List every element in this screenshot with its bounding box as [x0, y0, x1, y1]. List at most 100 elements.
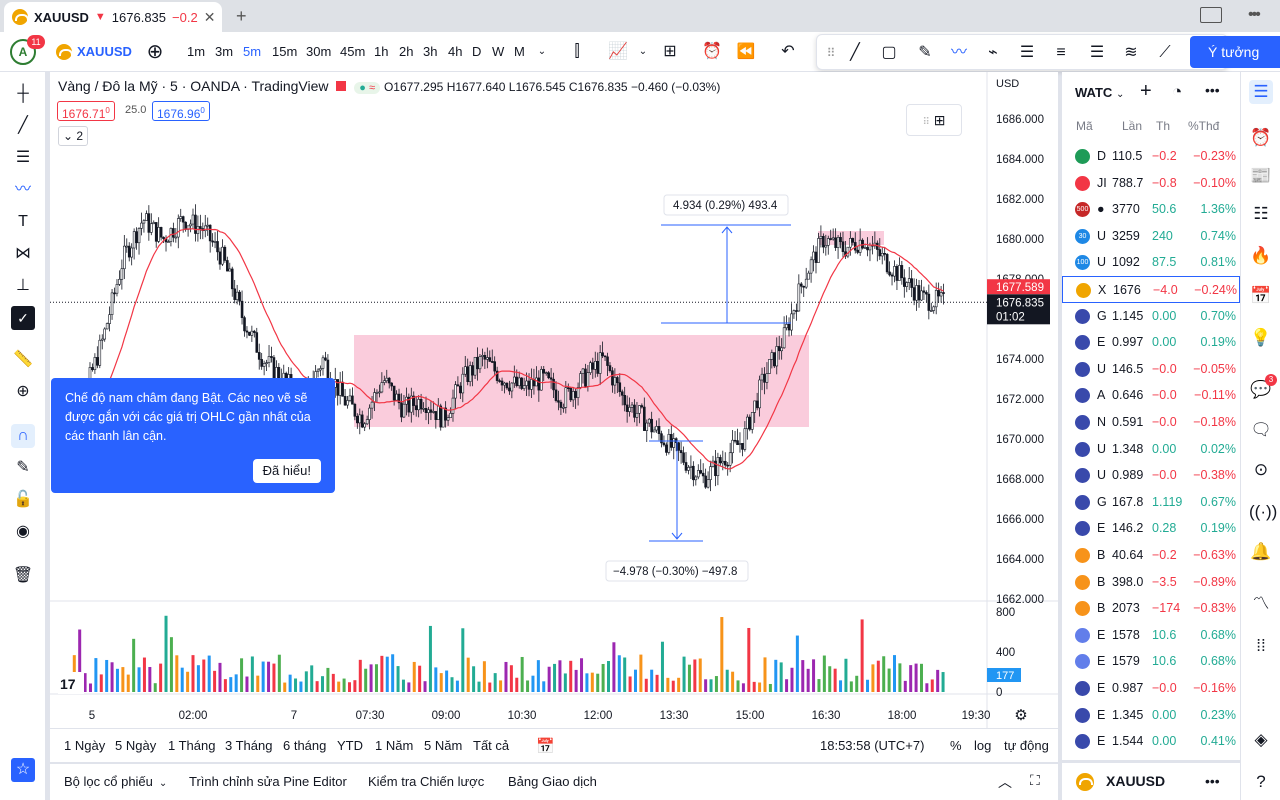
flag-icon[interactable] [336, 81, 347, 91]
interval-3m[interactable]: 3m [215, 44, 234, 59]
magnet-icon[interactable]: ∩ [11, 424, 35, 448]
interval-2h[interactable]: 2h [399, 44, 414, 59]
fib-tool-icon[interactable]: ☰ [1019, 44, 1035, 61]
range-button[interactable]: Tất cả [473, 738, 510, 753]
watchlist-row[interactable]: B 398.0 −3.5 −0.89% [1062, 569, 1240, 596]
parallel-channel-icon[interactable]: ≡ [1056, 44, 1066, 61]
watchlist-row[interactable]: E 0.987 −0.0 −0.16% [1062, 675, 1240, 702]
hotlist-icon[interactable]: 🔥 [1250, 246, 1272, 265]
interval-4h[interactable]: 4h [448, 44, 463, 59]
watchlist-row[interactable]: E 1578 10.6 0.68% [1062, 622, 1240, 649]
watchlist-row[interactable]: A 0.646 −0.0 −0.11% [1062, 382, 1240, 409]
brush-tool-icon[interactable]: ✎ [918, 44, 932, 61]
watchlist-header[interactable]: Lần [1122, 119, 1143, 133]
range-button[interactable]: 1 Tháng [168, 738, 216, 753]
watchlist-row[interactable]: G 1.145 0.00 0.70% [1062, 303, 1240, 330]
fib-retracement-icon[interactable]: ☰ [15, 149, 31, 166]
order-panel-icon[interactable]: 〽 [1252, 594, 1270, 613]
candles-type-icon[interactable]: ⫿ [574, 43, 580, 60]
compare-plus-icon[interactable]: ⊕ [146, 41, 164, 63]
watchlist-row[interactable]: N 0.591 −0.0 −0.18% [1062, 409, 1240, 436]
watchlist-row[interactable]: G 167.8 1.119 0.67% [1062, 489, 1240, 516]
watchlist-row[interactable]: B 40.64 −0.2 −0.63% [1062, 542, 1240, 569]
bottom-tab[interactable]: Bảng Giao dịch [508, 774, 597, 789]
watchlist-row[interactable]: 30 U 3259 240 0.74% [1062, 223, 1240, 250]
watchlist-row[interactable]: U 0.989 −0.0 −0.38% [1062, 462, 1240, 489]
news-icon[interactable]: 📰 [1250, 166, 1272, 185]
streams-icon[interactable]: ⊙ [1253, 460, 1269, 479]
buy-price-box[interactable]: 1676.960 [152, 101, 210, 121]
new-tab-icon[interactable]: + [236, 6, 247, 26]
trash-icon[interactable]: 🗑 [12, 567, 34, 584]
tv-logo-box[interactable] [58, 672, 84, 694]
interval-D[interactable]: D [472, 44, 482, 59]
legend-title[interactable]: Vàng / Đô la Mỹ · 5 · OANDA · TradingVie… [58, 78, 329, 94]
zoom-in-icon[interactable]: ⊕ [16, 383, 30, 400]
broadcast-icon[interactable]: ((·)) [1249, 502, 1278, 521]
window-layout-icon[interactable] [1200, 7, 1222, 23]
path-tool-icon[interactable]: 〰 [950, 44, 967, 61]
watchlist-row[interactable]: E 1.544 0.00 0.41% [1062, 728, 1240, 755]
watchlist-row[interactable]: E 0.997 0.00 0.19% [1062, 329, 1240, 356]
date-range-icon[interactable]: 📅 [536, 738, 555, 755]
range-button[interactable]: YTD [337, 738, 363, 753]
stay-drawing-icon[interactable]: ✎ [16, 459, 30, 476]
drag-handle-icon[interactable]: ⠿ [922, 117, 930, 128]
ideas-icon[interactable]: 💡 [1250, 328, 1272, 347]
range-button[interactable]: 5 Năm [424, 738, 463, 753]
watchlist-row[interactable]: E 146.2 0.28 0.19% [1062, 515, 1240, 542]
watchlist-header[interactable]: Mã [1076, 119, 1093, 133]
dom-icon[interactable]: ⁞⁞ [1256, 636, 1266, 655]
xabcd-icon[interactable]: ⋈ [15, 245, 31, 262]
messages-icon[interactable]: 🗨 [1250, 420, 1272, 439]
watchlist-more-icon[interactable]: ••• [1205, 82, 1220, 98]
watchlist-row[interactable]: U 1.348 0.00 0.02% [1062, 436, 1240, 463]
watchlist-row[interactable]: E 1579 10.6 0.68% [1062, 648, 1240, 675]
layout-grid-icon[interactable]: ⊞ [663, 43, 677, 60]
percent-toggle[interactable]: % [950, 738, 962, 753]
interval-15m[interactable]: 15m [272, 44, 298, 59]
range-button[interactable]: 1 Ngày [64, 738, 106, 753]
interval-dropdown-icon[interactable]: ⌄ [537, 46, 547, 57]
tradingview-logo-icon[interactable]: 17 [60, 676, 76, 692]
undo-icon[interactable]: ↶ [781, 43, 795, 60]
browser-tab[interactable]: XAUUSD ▼ 1676.835 −0.2 ✕ [4, 2, 222, 32]
indicators-dropdown-icon[interactable]: ⌄ [638, 46, 648, 57]
symbol-details-header[interactable]: XAUUSD ••• [1062, 762, 1240, 800]
watchlist-row[interactable]: D 110.5 −0.2 −0.23% [1062, 143, 1240, 170]
rectangle-tool-icon[interactable]: ▢ [881, 44, 897, 61]
watchlist-row[interactable]: JI 788.7 −0.8 −0.10% [1062, 170, 1240, 197]
interval-M[interactable]: M [514, 44, 525, 59]
lock-icon[interactable]: 🔓 [13, 491, 33, 508]
replay-icon[interactable]: ⏪ [736, 43, 756, 60]
interval-5m[interactable]: 5m [243, 44, 262, 59]
chart-settings-icon[interactable]: ⚙ [1014, 706, 1027, 724]
watchlist-row[interactable]: U 146.5 −0.0 −0.05% [1062, 356, 1240, 383]
close-tab-icon[interactable]: ✕ [203, 8, 216, 25]
market-status-icon[interactable]: ● ≈ [354, 82, 381, 94]
widget-bar[interactable]: ⠿ ⊞ [906, 104, 962, 136]
watchlist-row[interactable]: B 2073 −174 −0.83% [1062, 595, 1240, 622]
auto-toggle[interactable]: tự động [1004, 738, 1049, 753]
collapse-panel-icon[interactable]: ︿ [998, 774, 1012, 790]
currency-label[interactable]: USD [996, 78, 1019, 90]
bottom-tab[interactable]: Kiểm tra Chiến lược [368, 774, 484, 789]
watchlist-row[interactable]: 100 U 1092 87.5 0.81% [1062, 249, 1240, 276]
help-icon[interactable]: ? [1256, 772, 1266, 791]
indicators-icon[interactable]: 📈 [608, 43, 628, 60]
pitchfork-icon[interactable]: ≋ [1124, 44, 1138, 61]
watchlist-header[interactable]: Th [1156, 119, 1171, 133]
notifications-bell-icon[interactable]: 🔔 [1250, 542, 1272, 561]
range-button[interactable]: 1 Năm [375, 738, 414, 753]
interval-3h[interactable]: 3h [423, 44, 438, 59]
prediction-icon[interactable]: ⊥ [16, 277, 30, 294]
range-button[interactable]: 3 Tháng [225, 738, 273, 753]
highlighter-icon[interactable]: ⌁ [988, 44, 998, 61]
symbol-search-button[interactable]: XAUUSD [56, 32, 132, 72]
alerts-list-icon[interactable]: ⏰ [1250, 128, 1272, 147]
ray-tool-icon[interactable]: ⟋ [1159, 44, 1171, 61]
interval-1m[interactable]: 1m [187, 44, 206, 59]
watchlist-header[interactable]: %Thđ [1188, 119, 1220, 133]
watchlist-title[interactable]: WATC ⌄ [1075, 85, 1124, 100]
alert-icon[interactable]: ⏰ [702, 43, 722, 60]
